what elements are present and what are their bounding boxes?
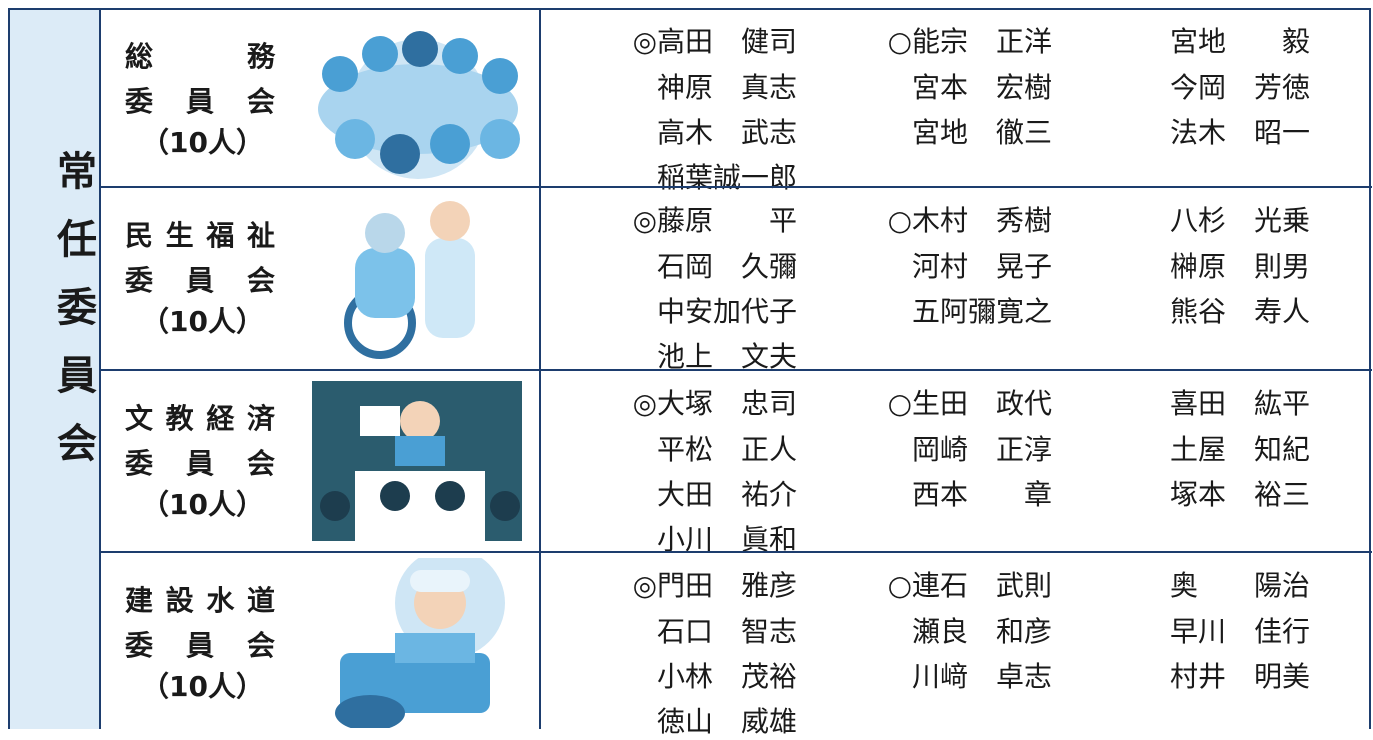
committee-label: 委員会 (125, 85, 275, 118)
member-name: ◎藤原 平 (632, 204, 797, 237)
committee-label: 委員会 (125, 447, 275, 480)
member-name: 榊原 則男 (1169, 250, 1310, 283)
member-name: 平松 正人 (656, 433, 797, 466)
border (99, 8, 101, 729)
member-name: 河村 晃子 (911, 250, 1052, 283)
member-name: ◎門田 雅彦 (632, 569, 797, 602)
side-column: 常任委員会 (8, 8, 100, 729)
committee-name: 文教経済 (125, 402, 275, 435)
member-name: 中安加代子 (656, 295, 797, 328)
member-name: 高木 武志 (656, 116, 797, 149)
committee-count: （10人） (141, 670, 264, 703)
member-name: ○木村 秀樹 (887, 204, 1052, 237)
member-name: 池上 文夫 (656, 340, 797, 373)
committee-label: 委員会 (125, 264, 275, 297)
member-name: 五阿彌寛之 (911, 295, 1052, 328)
member-name: 今岡 芳徳 (1169, 71, 1310, 104)
member-name: 小林 茂裕 (656, 660, 797, 693)
illustration-art (344, 201, 475, 359)
committee-count: （10人） (141, 305, 264, 338)
border (539, 8, 541, 729)
member-name: 法木 昭一 (1169, 116, 1310, 149)
illustration (300, 193, 535, 363)
committee-count: （10人） (141, 488, 264, 521)
member-name: 村井 明美 (1169, 660, 1310, 693)
member-name: 早川 佳行 (1169, 615, 1310, 648)
committee-name: 総務 (125, 40, 275, 73)
member-name: ○連石 武則 (887, 569, 1052, 602)
member-name: 稲葉誠一郎 (656, 161, 797, 194)
committee-count: （10人） (141, 126, 264, 159)
side-title: 常任委員会 (50, 150, 96, 490)
member-name: 宮地 徹三 (911, 116, 1052, 149)
illustration-art (335, 548, 505, 731)
member-name: 大田 祐介 (656, 478, 797, 511)
member-name: 岡崎 正淳 (911, 433, 1052, 466)
member-name: 神原 真志 (656, 71, 797, 104)
border (100, 551, 1372, 553)
member-name: 川﨑 卓志 (911, 660, 1052, 693)
member-name: ○能宗 正洋 (887, 25, 1052, 58)
border (100, 369, 1372, 371)
member-name: ○生田 政代 (887, 387, 1052, 420)
member-name: 奥 陽治 (1169, 569, 1310, 602)
member-name: 小川 眞和 (656, 523, 797, 556)
member-name: 宮地 毅 (1169, 25, 1310, 58)
committee-name: 建設水道 (125, 584, 275, 617)
member-name: 塚本 裕三 (1169, 478, 1310, 511)
member-name: 喜田 紘平 (1169, 387, 1310, 420)
member-name: 石岡 久彌 (656, 250, 797, 283)
member-name: 西本 章 (911, 478, 1052, 511)
illustration (300, 376, 535, 546)
illustration (300, 14, 535, 184)
border (100, 186, 1372, 188)
illustration-art (318, 31, 520, 179)
member-name: 八杉 光乗 (1169, 204, 1310, 237)
member-name: 石口 智志 (656, 615, 797, 648)
committee-label: 委員会 (125, 629, 275, 662)
member-name: ◎高田 健司 (632, 25, 797, 58)
member-name: 宮本 宏樹 (911, 71, 1052, 104)
member-name: 熊谷 寿人 (1169, 295, 1310, 328)
border (8, 8, 1371, 10)
member-name: 瀬良 和彦 (911, 615, 1052, 648)
member-name: 土屋 知紀 (1169, 433, 1310, 466)
illustration-art (312, 381, 522, 541)
illustration (300, 548, 535, 731)
member-name: 徳山 威雄 (656, 705, 797, 738)
border (1369, 8, 1371, 729)
committee-name: 民生福祉 (125, 219, 275, 252)
member-name: ◎大塚 忠司 (632, 387, 797, 420)
